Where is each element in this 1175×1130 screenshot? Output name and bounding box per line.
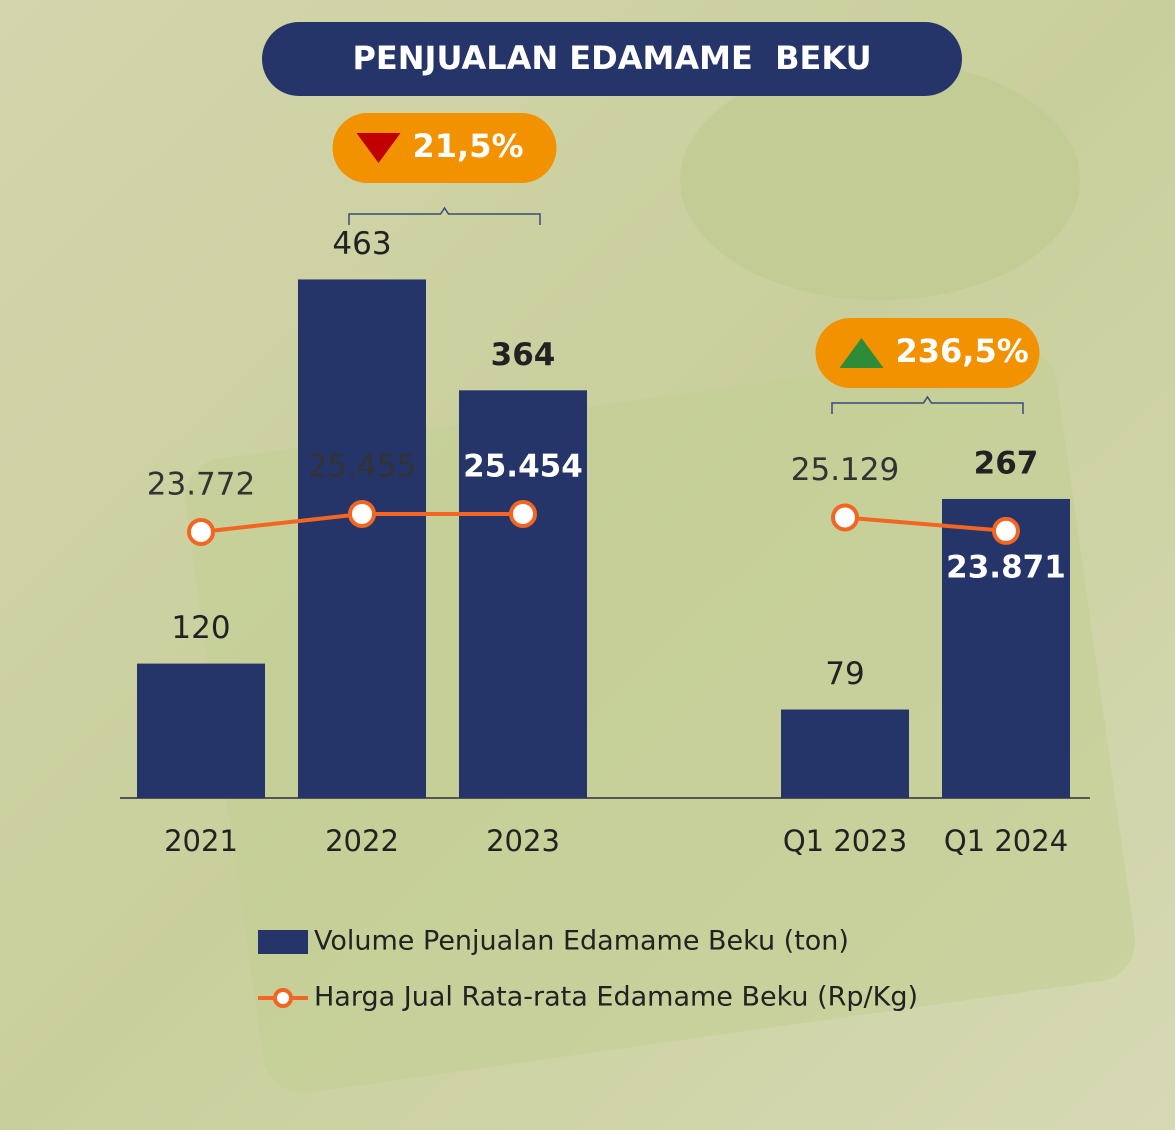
x-tick-label: 2022 <box>325 824 399 858</box>
bar-value-label: 267 <box>974 445 1039 481</box>
price-point <box>350 502 374 526</box>
price-value-label: 25.454 <box>463 448 583 484</box>
chart: PENJUALAN EDAMAME BEKU 2021 2022 2023 Q1 20… <box>0 0 1175 1130</box>
change-label: 21,5% <box>413 127 524 165</box>
price-value-label: 25.129 <box>791 452 899 488</box>
price-point <box>511 502 535 526</box>
price-value-label: 23.871 <box>946 549 1066 585</box>
x-tick-label: 2021 <box>164 824 238 858</box>
legend-marker <box>275 990 291 1006</box>
bar-value-label: 120 <box>171 610 230 646</box>
x-tick-label: Q1 2023 <box>783 824 907 858</box>
x-tick-label: Q1 2024 <box>944 824 1068 858</box>
price-value-label: 23.772 <box>147 466 255 502</box>
legend-label: Harga Jual Rata-rata Edamame Beku (Rp/Kg… <box>314 982 918 1013</box>
legend-label: Volume Penjualan Edamame Beku (ton) <box>314 926 849 957</box>
price-value-label: 25.455 <box>308 448 416 484</box>
price-point <box>833 505 857 529</box>
x-tick-label: 2023 <box>486 824 560 858</box>
bar-value-label: 463 <box>332 226 391 262</box>
price-point <box>189 520 213 544</box>
bar <box>137 664 265 798</box>
bar-value-label: 364 <box>491 337 556 373</box>
bar <box>298 279 426 798</box>
bar <box>781 710 909 798</box>
price-point <box>994 519 1018 543</box>
chart-title: PENJUALAN EDAMAME BEKU <box>352 39 871 77</box>
change-label: 236,5% <box>896 332 1029 370</box>
legend-swatch <box>258 930 308 954</box>
bar-value-label: 79 <box>825 656 864 692</box>
